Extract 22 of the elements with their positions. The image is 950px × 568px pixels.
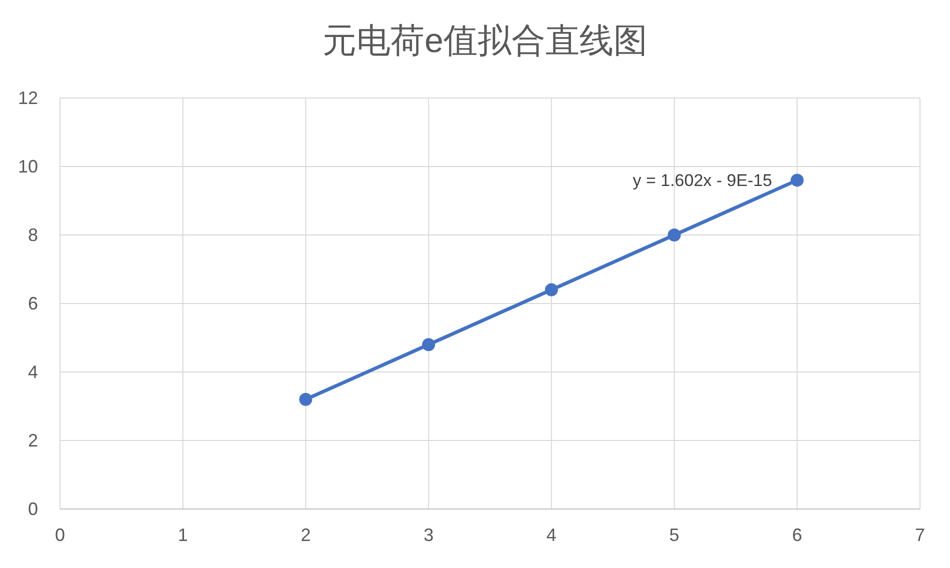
point	[299, 392, 312, 406]
y-tick-label: 2	[28, 430, 38, 450]
chart-title: 元电荷e值拟合直线图	[322, 22, 648, 60]
x-tick-label: 6	[792, 525, 802, 545]
point	[668, 228, 681, 242]
x-tick-label: 7	[914, 525, 926, 545]
x-tick-label: 0	[54, 525, 66, 545]
y-tick-label: 4	[28, 362, 38, 382]
point	[790, 174, 804, 187]
point	[544, 283, 558, 296]
x-tick-label: 2	[300, 525, 311, 545]
x-tick-label: 4	[546, 525, 556, 545]
y-tick-label: 0	[28, 499, 38, 519]
y-tick-label: 8	[28, 225, 38, 245]
point	[422, 338, 436, 352]
annotation: y = 1.602x - 9E-15	[632, 171, 772, 190]
y-tick-label: 12	[18, 88, 38, 108]
y-tick-label: 6	[28, 294, 38, 314]
x-tick-label: 5	[669, 525, 680, 545]
y-tick-label: 10	[18, 156, 38, 176]
x-tick-label: 1	[178, 525, 188, 545]
x-tick-label: 3	[424, 525, 434, 545]
